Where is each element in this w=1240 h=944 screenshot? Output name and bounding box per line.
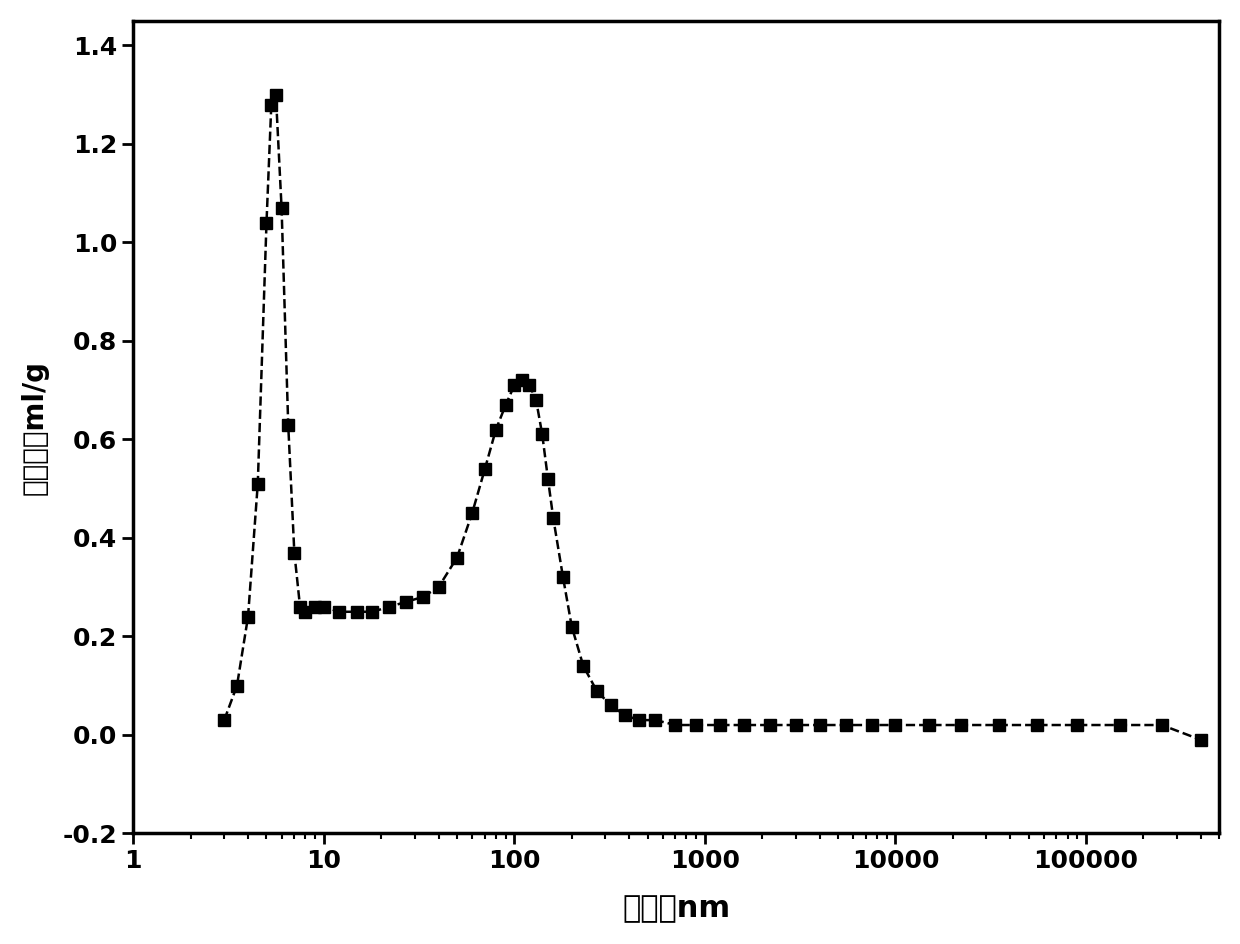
- Y-axis label: 压汞量，ml/g: 压汞量，ml/g: [21, 360, 48, 495]
- X-axis label: 孔径，nm: 孔径，nm: [622, 894, 730, 923]
